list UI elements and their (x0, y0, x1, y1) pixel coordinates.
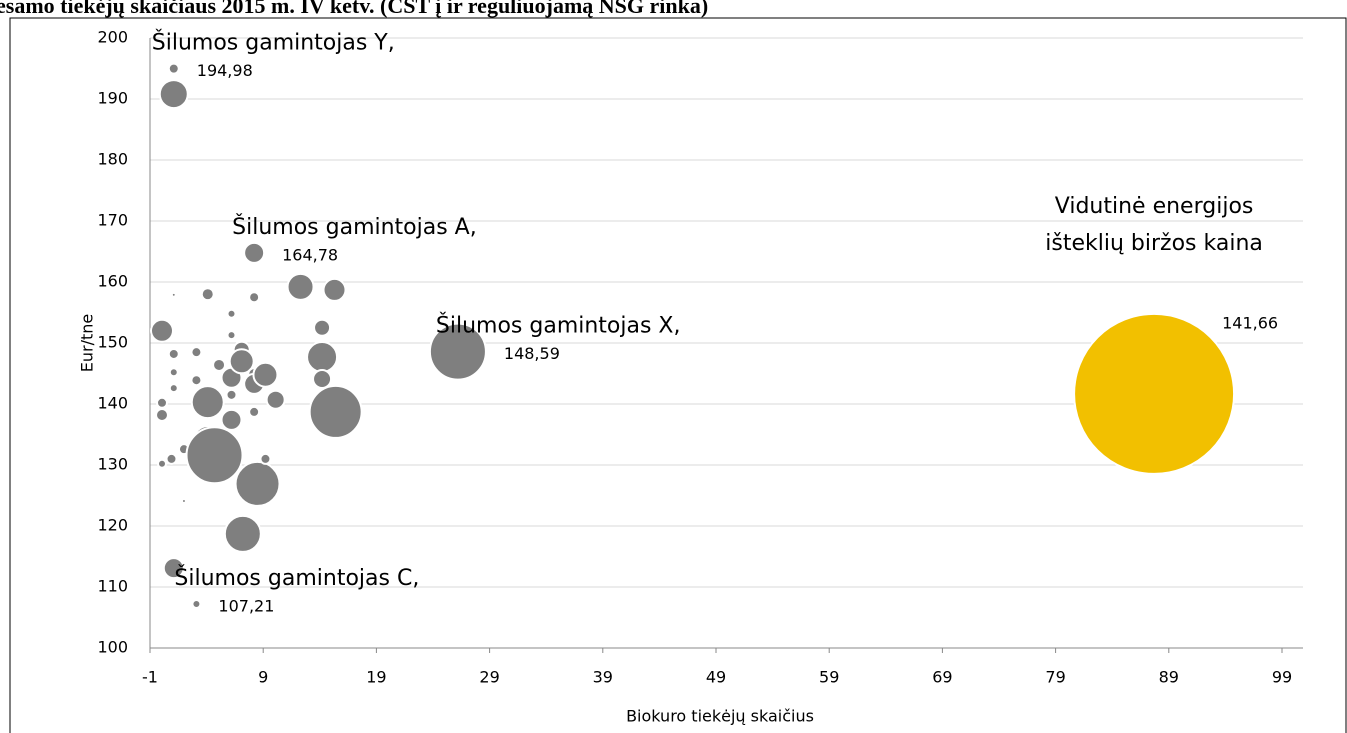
bubble (306, 341, 339, 374)
y-tick-label: 120 (97, 516, 128, 535)
x-tick-label: 59 (819, 668, 839, 687)
bubble (226, 308, 237, 319)
bubble (181, 498, 187, 504)
bubble (190, 346, 203, 359)
value-label: 141,66 (1222, 313, 1278, 332)
bubble (165, 452, 178, 465)
bubble (167, 347, 180, 360)
bubble (265, 389, 286, 410)
x-tick-label: 29 (479, 668, 499, 687)
x-tick-label: 9 (258, 668, 268, 687)
bubble (243, 241, 266, 264)
y-tick-label: 190 (97, 89, 128, 108)
bubble (200, 287, 215, 302)
value-label: 148,59 (504, 344, 560, 363)
bubble (225, 388, 238, 401)
bubble (167, 62, 180, 75)
bubble (228, 348, 255, 375)
bubble (185, 426, 244, 485)
point-label: Šilumos gamintojas X, (436, 313, 681, 339)
bubble (248, 291, 261, 304)
bubble (191, 599, 202, 610)
bubble (220, 408, 243, 431)
y-tick-label: 170 (97, 211, 128, 230)
bubble (428, 322, 487, 381)
bubble (212, 357, 227, 372)
value-label: 164,78 (282, 245, 338, 264)
chart-frame (9, 17, 1347, 733)
bubble (168, 383, 179, 394)
y-tick-label: 150 (97, 333, 128, 352)
bubble (162, 557, 185, 580)
bubble (155, 407, 169, 422)
bubble (190, 385, 225, 420)
y-tick-label: 100 (97, 638, 128, 657)
point-label: Šilumos gamintojas Y, (152, 30, 395, 56)
bubble (223, 514, 262, 553)
bubble (158, 79, 189, 110)
y-tick-label: 160 (97, 272, 128, 291)
bubble (226, 330, 237, 341)
point-label: Šilumos gamintojas A, (232, 214, 477, 240)
bubble (234, 460, 281, 507)
bubble (156, 458, 167, 469)
bubble (168, 367, 179, 378)
x-tick-label: 39 (593, 668, 613, 687)
x-tick-label: 19 (366, 668, 386, 687)
y-tick-label: 180 (97, 150, 128, 169)
bubble (170, 291, 177, 298)
x-tick-label: 49 (706, 668, 726, 687)
x-tick-label: 99 (1272, 668, 1292, 687)
x-tick-label: -1 (142, 668, 158, 687)
chart-title: esamo tiekėjų skaičiaus 2015 m. IV ketv.… (0, 0, 708, 18)
x-tick-label: 69 (932, 668, 952, 687)
bubble (190, 374, 203, 387)
y-axis-title: Eur/tne (78, 314, 97, 372)
bubble (156, 396, 168, 409)
bubble (322, 277, 347, 302)
bubble (252, 361, 279, 388)
bubble (286, 272, 315, 301)
point-label: išteklių biržos kaina (1045, 231, 1263, 256)
x-axis-title: Biokuro tiekėjų skaičius (626, 707, 814, 726)
value-label: 194,98 (197, 61, 253, 80)
y-tick-label: 200 (97, 28, 128, 47)
bubble (1073, 312, 1236, 475)
bubble (313, 318, 332, 337)
y-tick-label: 140 (97, 394, 128, 413)
point-label: Šilumos gamintojas C, (174, 565, 419, 591)
x-tick-label: 79 (1045, 668, 1065, 687)
y-tick-label: 130 (97, 455, 128, 474)
x-tick-label: 89 (1159, 668, 1179, 687)
bubble (150, 318, 174, 343)
value-label: 107,21 (218, 597, 274, 616)
y-tick-label: 110 (97, 577, 128, 596)
bubble (259, 452, 272, 465)
bubble (312, 368, 333, 390)
point-label: Vidutinė energijos (1055, 194, 1254, 219)
bubble (308, 384, 363, 439)
bubble (248, 405, 261, 418)
